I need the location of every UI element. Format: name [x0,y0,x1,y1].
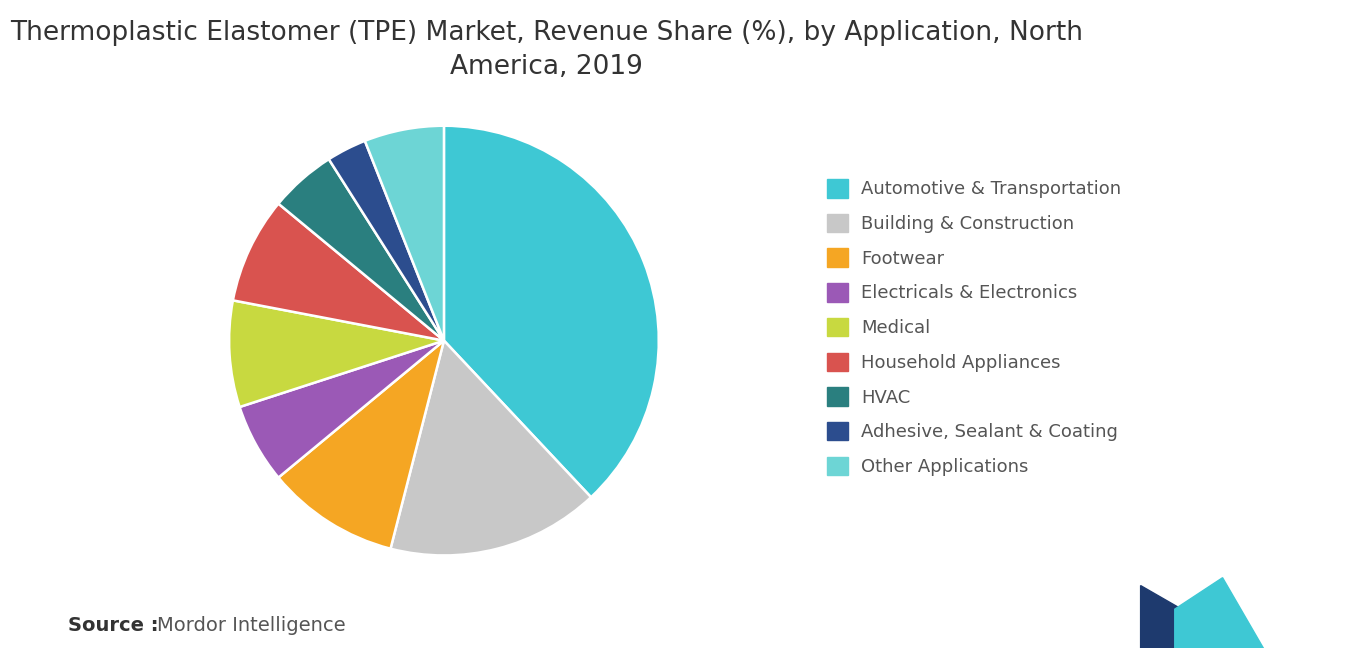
Text: Source :: Source : [68,616,158,635]
Legend: Automotive & Transportation, Building & Construction, Footwear, Electricals & El: Automotive & Transportation, Building & … [820,172,1128,483]
Wedge shape [365,126,444,341]
Wedge shape [279,159,444,341]
Text: Mordor Intelligence: Mordor Intelligence [157,616,346,635]
Wedge shape [391,341,591,555]
Wedge shape [444,126,658,497]
Wedge shape [279,341,444,549]
Wedge shape [229,301,444,407]
Polygon shape [1141,586,1182,648]
Wedge shape [239,341,444,477]
Text: Thermoplastic Elastomer (TPE) Market, Revenue Share (%), by Application, North
A: Thermoplastic Elastomer (TPE) Market, Re… [10,20,1083,80]
Polygon shape [1175,578,1264,648]
Wedge shape [329,141,444,341]
Wedge shape [234,204,444,341]
